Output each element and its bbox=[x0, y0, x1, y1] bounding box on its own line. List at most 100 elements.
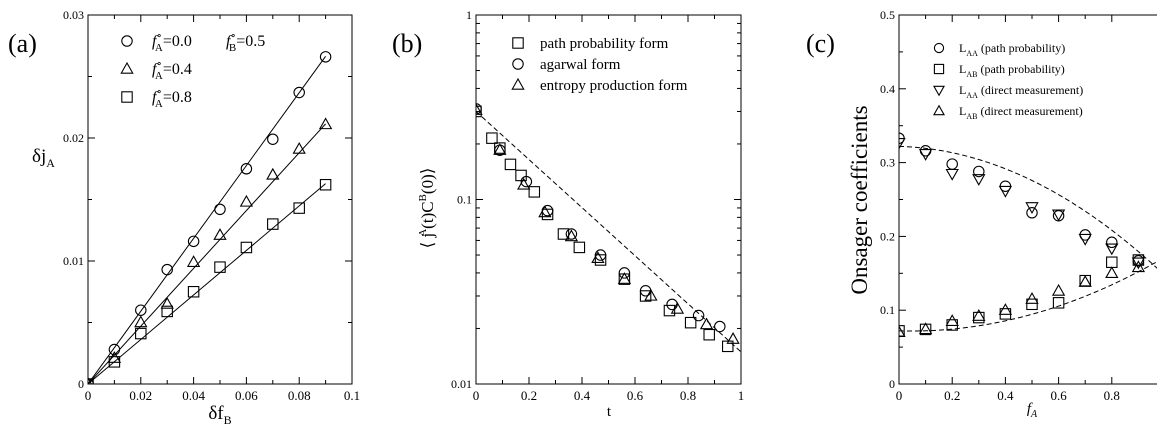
y-tick-label: 0.2 bbox=[880, 229, 895, 243]
legend-marker-triangle-down bbox=[932, 85, 946, 97]
y-axis-label-main: ⟨ j bbox=[418, 233, 437, 249]
legend-label-main: L bbox=[959, 62, 966, 76]
data-point-triangle-up bbox=[972, 309, 986, 321]
data-point-circle bbox=[267, 133, 279, 145]
legend-marker-triangle-up bbox=[511, 77, 525, 90]
legend-label-desc: (direct measurement) bbox=[978, 83, 1083, 97]
data-point-triangle-up bbox=[107, 351, 122, 363]
legend-marker-square bbox=[933, 63, 945, 75]
data-point-triangle-up bbox=[476, 103, 483, 115]
x-tick-label: 0.8 bbox=[680, 388, 696, 403]
data-point-circle bbox=[476, 103, 482, 115]
data-point-circle bbox=[319, 51, 332, 63]
legend-label: f∘ A=0.4 bbox=[152, 58, 192, 82]
legend-label-sub: AB bbox=[966, 70, 977, 79]
y-axis-label-sub: A bbox=[46, 156, 55, 170]
fit-curve bbox=[476, 111, 741, 353]
legend-label-desc: (path probability) bbox=[978, 41, 1065, 55]
legend-marker-circle bbox=[121, 35, 133, 47]
data-point-square bbox=[214, 261, 226, 273]
data-point-triangle-up bbox=[493, 143, 507, 155]
y-axis-label: Onsager coefficients bbox=[847, 105, 872, 294]
data-point-circle bbox=[666, 298, 678, 311]
legend-label-value: =0.0 bbox=[163, 33, 192, 50]
data-point-triangle-down bbox=[1025, 202, 1039, 214]
x-tick-label: 0.08 bbox=[288, 388, 311, 403]
data-point-circle bbox=[714, 320, 726, 333]
y-tick-label: 0.1 bbox=[457, 193, 472, 207]
data-point-circle bbox=[565, 228, 578, 240]
legend-marker-triangle-up bbox=[932, 104, 946, 116]
data-point-square bbox=[267, 218, 279, 230]
x-axis-label: δfB bbox=[208, 403, 231, 425]
legend-label: f∘ A=0.0 bbox=[152, 30, 192, 54]
legend-label-value: =0.4 bbox=[163, 61, 192, 78]
data-point-square bbox=[1026, 298, 1038, 311]
data-point-square bbox=[504, 158, 517, 171]
y-tick-label: 0.01 bbox=[63, 254, 84, 268]
data-point-square bbox=[1106, 256, 1118, 268]
legend-extra-main: f bbox=[226, 33, 233, 50]
legend-label-sup: ∘ bbox=[156, 58, 161, 70]
y-tick-label: 0.03 bbox=[63, 8, 84, 22]
legend-label-desc: (direct measurement) bbox=[977, 104, 1082, 118]
legend-label-sup: ∘ bbox=[156, 86, 161, 98]
data-point-triangle-up bbox=[213, 228, 227, 240]
legend-label-sub: AB bbox=[966, 112, 977, 121]
data-point-triangle-up bbox=[1131, 260, 1146, 273]
y-axis-label-sup: A bbox=[417, 229, 429, 237]
data-point-triangle-up bbox=[160, 296, 174, 309]
y-tick-label: 0 bbox=[78, 377, 84, 391]
data-point-circle bbox=[214, 203, 226, 216]
data-point-circle bbox=[692, 309, 705, 322]
x-tick-label: 0.4 bbox=[997, 388, 1014, 403]
data-point-triangle-down bbox=[918, 149, 933, 161]
data-point-triangle-down bbox=[1051, 209, 1066, 222]
data-point-square bbox=[639, 290, 652, 302]
panel-c: (c) 0 0.2 0.4 0.6 0.8 0 0.1 0.2 0.3 0.4 0.5 fA Onsage… bbox=[806, 8, 1157, 420]
data-point-square bbox=[703, 328, 715, 341]
legend-label: path probability form bbox=[540, 36, 669, 52]
data-point-square bbox=[541, 208, 554, 221]
data-point-square bbox=[573, 241, 586, 254]
data-point-triangle-up bbox=[1051, 283, 1066, 296]
x-tick-label: 0.6 bbox=[627, 388, 644, 403]
data-point-triangle-up bbox=[564, 229, 579, 242]
data-point-square bbox=[161, 305, 173, 318]
legend-label: LAA (direct measurement) bbox=[959, 83, 1083, 100]
legend-label: agarwal form bbox=[540, 57, 621, 73]
plot-area bbox=[88, 51, 333, 384]
data-point-triangle-up bbox=[186, 255, 201, 267]
legend-marker-triangle-up bbox=[120, 61, 134, 74]
data-point-square bbox=[486, 132, 498, 144]
legend-label-value: =0.8 bbox=[163, 89, 192, 106]
data-point-triangle-down bbox=[1131, 257, 1146, 270]
data-point-circle bbox=[293, 86, 305, 99]
data-point-circle bbox=[135, 304, 147, 316]
data-point-circle bbox=[618, 267, 631, 279]
panel-label: (b) bbox=[392, 29, 422, 58]
legend-label: LAB (direct measurement) bbox=[959, 104, 1083, 121]
legend-label-sub: AA bbox=[966, 91, 978, 100]
data-point-square bbox=[187, 285, 200, 298]
data-point-square bbox=[663, 304, 676, 317]
x-tick-label: 0.4 bbox=[574, 388, 591, 403]
y-tick-label: 0.4 bbox=[880, 82, 895, 96]
x-tick-label: 0 bbox=[85, 388, 92, 403]
legend-label-sub: A bbox=[155, 42, 163, 54]
data-point-triangle-down bbox=[1105, 243, 1119, 256]
x-tick-label: 0.2 bbox=[944, 388, 960, 403]
legend-label-main: L bbox=[959, 41, 966, 55]
panel-b: (b) 0 0.2 0.4 0.6 0.8 1 0.01 0.1 1 t ⟨ jA(t)CB(0)⟩ p… bbox=[392, 8, 744, 420]
x-tick-label: 0.8 bbox=[1104, 388, 1120, 403]
y-axis-label: ⟨ jA(t)CB(0)⟩ bbox=[417, 168, 437, 249]
data-point-square bbox=[476, 105, 482, 118]
x-tick-label: 0 bbox=[473, 388, 480, 403]
x-tick-label: 0.6 bbox=[1050, 388, 1067, 403]
data-point-triangle-up bbox=[517, 177, 531, 190]
data-point-circle bbox=[946, 158, 958, 170]
legend-label-sub: A bbox=[155, 70, 163, 82]
y-axis-label-sup: B bbox=[417, 194, 429, 201]
data-point-square bbox=[684, 316, 697, 329]
legend-label: LAA (path probability) bbox=[959, 41, 1065, 58]
